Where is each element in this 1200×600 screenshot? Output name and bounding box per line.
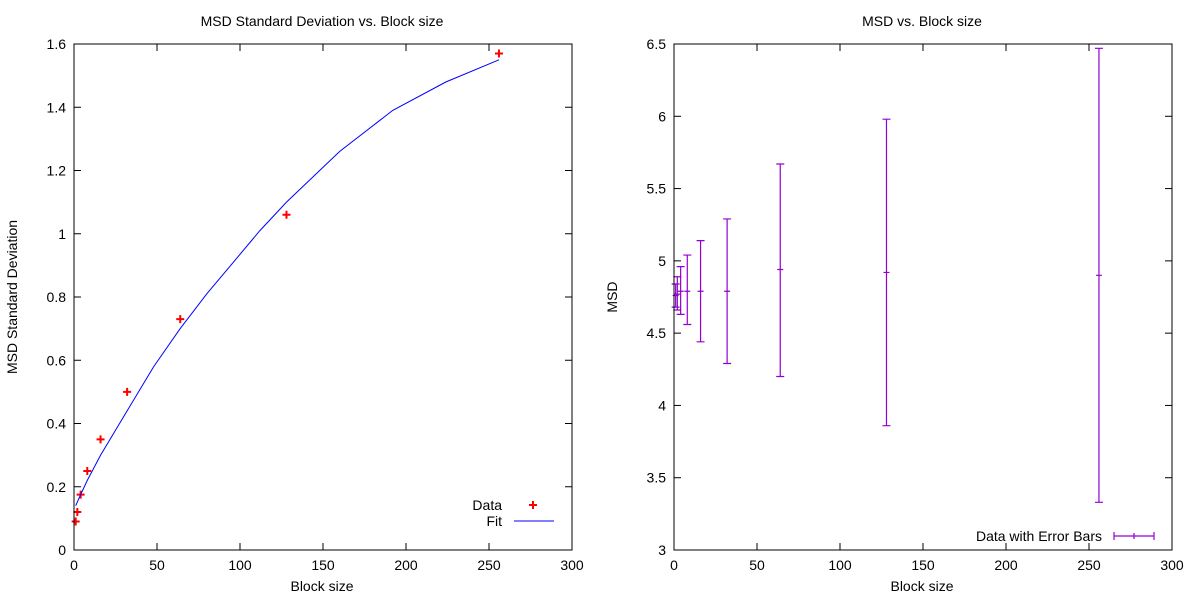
chart-title: MSD Standard Deviation vs. Block size <box>201 13 444 29</box>
x-tick-label: 150 <box>911 557 935 573</box>
error-bar <box>676 266 685 315</box>
x-axis-label: Block size <box>890 578 953 594</box>
data-marks <box>671 47 1103 503</box>
y-tick-label: 3 <box>658 542 666 558</box>
data-point <box>83 466 92 475</box>
x-tick-label: 0 <box>670 557 678 573</box>
y-tick-label: 3.5 <box>647 470 667 486</box>
data-marks <box>71 49 503 526</box>
y-tick-label: 1.4 <box>47 99 67 115</box>
legend-symbol <box>1113 532 1155 540</box>
x-tick-label: 150 <box>311 557 335 573</box>
x-tick-label: 0 <box>70 557 78 573</box>
y-tick-label: 1.2 <box>47 163 67 179</box>
plot-frame <box>673 43 1173 551</box>
x-tick-label: 300 <box>1160 557 1184 573</box>
y-tick-label: 4.5 <box>647 325 667 341</box>
data-point <box>73 508 82 517</box>
chart-msd-vs-block-size: MSD vs. Block size Block size MSD 0 50 100… <box>604 13 1184 594</box>
error-bar <box>696 240 705 343</box>
y-tick-label: 5.5 <box>647 181 667 197</box>
x-tick-label: 100 <box>828 557 852 573</box>
legend-label: Data <box>472 497 502 513</box>
y-tick-label: 0.2 <box>47 479 67 495</box>
error-bar <box>683 254 692 326</box>
fit-line <box>75 59 500 506</box>
data-point <box>96 435 105 444</box>
y-tick-label: 6 <box>658 108 666 124</box>
x-tick-label: 50 <box>749 557 765 573</box>
x-tick-label: 200 <box>394 557 418 573</box>
tick-labels: 0 50 100 150 200 250 300 3 3.5 4 4.5 5 5.5 6 6.5 <box>647 36 1184 573</box>
error-bar <box>1094 47 1103 503</box>
data-point <box>494 49 503 58</box>
y-tick-label: 6.5 <box>647 36 667 52</box>
y-tick-label: 0.6 <box>47 352 67 368</box>
error-bar <box>673 276 682 311</box>
y-axis-label: MSD <box>604 281 620 312</box>
data-point <box>176 315 185 324</box>
legend-label: Data with Error Bars <box>976 528 1102 544</box>
error-bar <box>723 218 732 365</box>
data-point <box>123 387 132 396</box>
x-tick-label: 200 <box>994 557 1018 573</box>
plot-frame <box>73 43 573 551</box>
data-point <box>282 210 291 219</box>
y-tick-label: 0.8 <box>47 289 67 305</box>
y-tick-label: 1.6 <box>47 36 67 52</box>
error-bar <box>776 163 785 378</box>
y-tick-label: 0.4 <box>47 416 67 432</box>
legend: Data with Error Bars <box>976 528 1155 544</box>
chart-msd-std-vs-block-size: MSD Standard Deviation vs. Block size Bl… <box>4 13 584 594</box>
y-axis-label: MSD Standard Deviation <box>4 220 20 374</box>
x-tick-label: 300 <box>560 557 584 573</box>
error-bar <box>671 283 680 308</box>
x-tick-label: 100 <box>228 557 252 573</box>
data-point <box>71 517 80 526</box>
y-tick-label: 4 <box>658 397 666 413</box>
x-tick-label: 250 <box>477 557 501 573</box>
y-tick-label: 1 <box>58 226 66 242</box>
error-bar <box>882 118 891 427</box>
chart-title: MSD vs. Block size <box>862 13 982 29</box>
legend-symbol <box>529 501 537 509</box>
x-tick-label: 250 <box>1077 557 1101 573</box>
y-tick-label: 5 <box>658 253 666 269</box>
x-axis-label: Block size <box>290 578 353 594</box>
y-tick-label: 0 <box>58 542 66 558</box>
x-tick-label: 50 <box>149 557 165 573</box>
tick-labels: 0 50 100 150 200 250 300 0 0.2 0.4 0.6 0.8 1 1.2 1.4 1.… <box>47 36 584 573</box>
legend-label: Fit <box>486 513 502 529</box>
